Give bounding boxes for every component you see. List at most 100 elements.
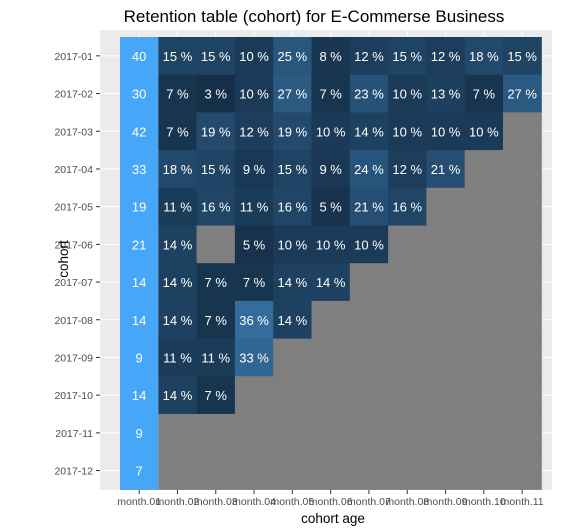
missing-cell: [503, 339, 542, 377]
y-tick-label: 2017-11: [55, 428, 93, 440]
missing-cell: [503, 376, 542, 414]
retention-label: 33 %: [239, 350, 269, 365]
retention-label: 11 %: [201, 350, 230, 365]
missing-cell: [388, 263, 427, 301]
cohort-size-label: 9: [136, 350, 143, 365]
cohort-size-label: 7: [136, 464, 143, 479]
cohort-size-label: 14: [132, 313, 146, 328]
missing-cell: [388, 301, 427, 339]
y-tick-label: 2017-08: [54, 315, 93, 327]
retention-label: 7 %: [205, 275, 228, 290]
retention-label: 10 %: [354, 237, 384, 252]
missing-cell: [350, 263, 389, 301]
missing-cell: [465, 452, 504, 490]
retention-label: 14 %: [278, 275, 308, 290]
missing-cell: [312, 376, 351, 414]
y-tick-label: 2017-01: [54, 51, 93, 63]
y-tick-label: 2017-07: [54, 277, 93, 289]
retention-label: 5 %: [319, 200, 342, 215]
retention-label: 12 %: [239, 124, 269, 139]
missing-cell: [235, 452, 274, 490]
missing-cell: [197, 452, 236, 490]
missing-cell: [503, 150, 542, 188]
missing-cell: [197, 414, 236, 452]
cohort-size-label: 9: [136, 426, 143, 441]
missing-cell: [388, 452, 427, 490]
missing-cell: [465, 414, 504, 452]
retention-label: 7 %: [319, 87, 342, 102]
retention-label: 10 %: [469, 124, 499, 139]
missing-cell: [503, 226, 542, 264]
missing-cell: [465, 263, 504, 301]
retention-label: 15 %: [163, 49, 193, 64]
retention-label: 10 %: [431, 124, 461, 139]
retention-label: 5 %: [243, 237, 266, 252]
missing-cell: [158, 414, 197, 452]
missing-cell: [503, 263, 542, 301]
retention-label: 16 %: [392, 200, 422, 215]
missing-cell: [503, 112, 542, 150]
retention-label: 12 %: [431, 49, 461, 64]
missing-cell: [426, 301, 465, 339]
retention-label: 7 %: [205, 388, 228, 403]
retention-label: 13 %: [431, 87, 461, 102]
retention-label: 24 %: [354, 162, 384, 177]
retention-label: 10 %: [392, 124, 422, 139]
missing-cell: [503, 414, 542, 452]
heatmap-cells: [120, 37, 542, 490]
x-axis-title: cohort age: [301, 511, 365, 526]
missing-cell: [273, 452, 312, 490]
missing-cell: [350, 452, 389, 490]
y-tick-label: 2017-04: [54, 164, 93, 176]
missing-cell: [503, 452, 542, 490]
missing-cell: [312, 339, 351, 377]
retention-label: 14 %: [354, 124, 384, 139]
x-tick-label: month.11: [501, 496, 544, 508]
missing-cell: [503, 188, 542, 226]
retention-label: 14 %: [316, 275, 346, 290]
missing-cell: [350, 339, 389, 377]
cohort-size-label: 40: [132, 49, 146, 64]
y-tick-label: 2017-03: [54, 126, 93, 138]
retention-label: 14 %: [163, 388, 193, 403]
cohort-size-label: 30: [132, 87, 146, 102]
y-axis-title: cohort: [56, 240, 71, 278]
cohort-size-label: 33: [132, 162, 146, 177]
retention-label: 11 %: [240, 200, 269, 215]
missing-cell: [426, 263, 465, 301]
cohort-size-label: 42: [132, 124, 146, 139]
missing-cell: [350, 376, 389, 414]
retention-label: 15 %: [278, 162, 308, 177]
retention-label: 16 %: [201, 200, 231, 215]
cohort-size-label: 14: [132, 388, 146, 403]
retention-label: 7 %: [243, 275, 266, 290]
missing-cell: [312, 452, 351, 490]
retention-label: 12 %: [392, 162, 422, 177]
missing-cell: [273, 414, 312, 452]
missing-cell: [465, 376, 504, 414]
missing-cell: [235, 414, 274, 452]
retention-label: 25 %: [278, 49, 308, 64]
cohort-size-label: 14: [132, 275, 146, 290]
y-tick-label: 2017-10: [54, 390, 93, 402]
missing-cell: [350, 414, 389, 452]
missing-cell: [158, 452, 197, 490]
missing-cell: [426, 339, 465, 377]
retention-label: 10 %: [239, 49, 269, 64]
missing-cell: [503, 301, 542, 339]
retention-label: 23 %: [354, 87, 384, 102]
missing-cell: [388, 414, 427, 452]
missing-cell: [350, 301, 389, 339]
retention-label: 21 %: [354, 200, 384, 215]
chart-title: Retention table (cohort) for E-Commerse …: [124, 7, 505, 26]
retention-label: 10 %: [316, 237, 346, 252]
missing-cell: [465, 339, 504, 377]
missing-cell: [273, 339, 312, 377]
y-tick-label: 2017-02: [54, 89, 93, 101]
y-tick-label: 2017-05: [54, 202, 93, 214]
x-tick-label: month.10: [462, 496, 506, 508]
missing-cell: [465, 150, 504, 188]
retention-label: 19 %: [278, 124, 308, 139]
missing-cell: [426, 376, 465, 414]
